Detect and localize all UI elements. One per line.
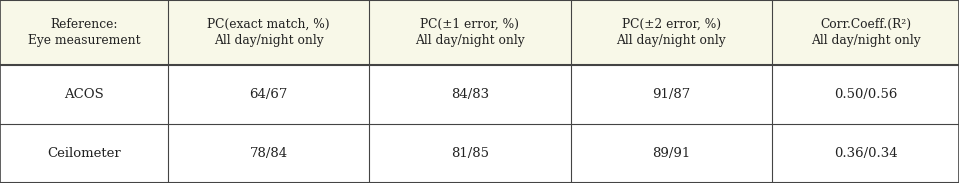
Bar [168,124,369,183]
Text: 89/91: 89/91 [652,147,690,160]
Bar [369,65,571,124]
Bar [369,0,571,65]
Text: Corr.Coeff.(R²)
All day/night only: Corr.Coeff.(R²) All day/night only [810,18,921,47]
Text: Ceilometer: Ceilometer [47,147,121,160]
Bar [571,65,772,124]
Bar [0,124,168,183]
Bar [168,0,369,65]
Text: PC(±2 error, %)
All day/night only: PC(±2 error, %) All day/night only [617,18,726,47]
Text: Reference:
Eye measurement: Reference: Eye measurement [28,18,140,47]
Text: 64/67: 64/67 [249,88,288,101]
Bar [772,0,959,65]
Text: 81/85: 81/85 [451,147,489,160]
Text: ACOS: ACOS [64,88,104,101]
Text: 0.50/0.56: 0.50/0.56 [833,88,898,101]
Bar [571,0,772,65]
Bar [571,124,772,183]
Text: 84/83: 84/83 [451,88,489,101]
Bar [772,65,959,124]
Bar [369,124,571,183]
Text: 0.36/0.34: 0.36/0.34 [833,147,898,160]
Text: 78/84: 78/84 [249,147,288,160]
Text: PC(exact match, %)
All day/night only: PC(exact match, %) All day/night only [207,18,330,47]
Text: 91/87: 91/87 [652,88,690,101]
Text: PC(±1 error, %)
All day/night only: PC(±1 error, %) All day/night only [415,18,525,47]
Bar [772,124,959,183]
Bar [0,65,168,124]
Bar [0,0,168,65]
Bar [168,65,369,124]
